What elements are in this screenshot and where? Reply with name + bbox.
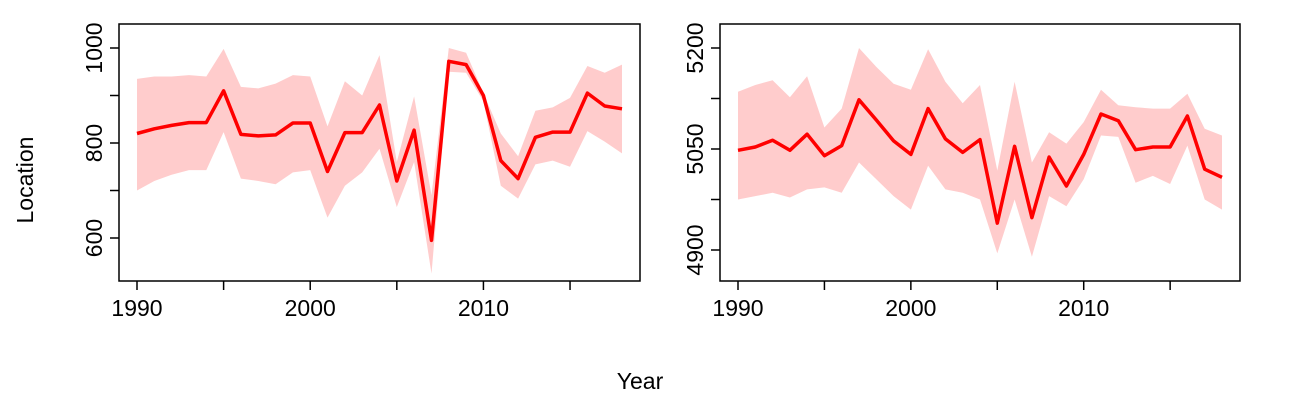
y-tick-label: 4900 bbox=[682, 224, 708, 275]
confidence-band bbox=[137, 48, 622, 274]
x-axis-label: Year bbox=[617, 368, 664, 394]
y-tick-label: 600 bbox=[81, 219, 107, 257]
x-tick-label: 1990 bbox=[712, 295, 763, 321]
y-axis-label: Location bbox=[12, 137, 38, 224]
y-tick-label: 5200 bbox=[682, 22, 708, 73]
chart-panel-location-1: 1990 2000 2010 600 800 1000 bbox=[81, 22, 641, 321]
x-tick-label: 2000 bbox=[285, 295, 336, 321]
y-tick-label: 800 bbox=[81, 124, 107, 162]
estimate-line bbox=[737, 98, 1223, 225]
plot-frame bbox=[118, 23, 641, 282]
confidence-band bbox=[738, 48, 1222, 257]
y-tick-label: 5050 bbox=[682, 123, 708, 174]
plot-frame bbox=[719, 23, 1241, 282]
estimate-line bbox=[136, 59, 623, 243]
x-tick-label: 2010 bbox=[1058, 295, 1109, 321]
x-tick-label: 2000 bbox=[885, 295, 936, 321]
x-tick-label: 2010 bbox=[458, 295, 509, 321]
x-tick-label: 1990 bbox=[111, 295, 162, 321]
chart-panel-location-2: 1990 2000 2010 4900 5050 5200 bbox=[682, 22, 1241, 321]
y-tick-label: 1000 bbox=[81, 22, 107, 73]
